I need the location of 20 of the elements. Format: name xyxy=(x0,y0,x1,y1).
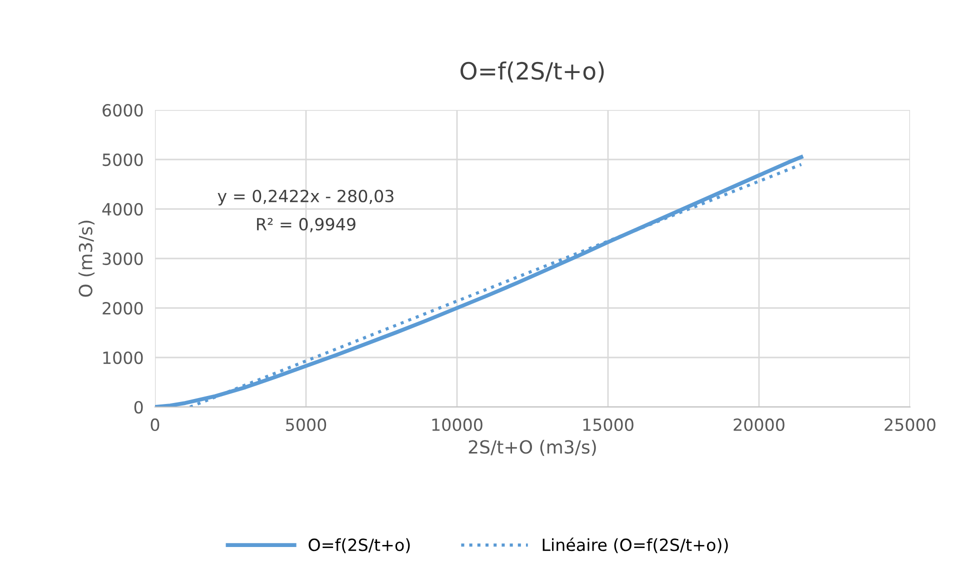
y-tick-label: 5000 xyxy=(102,153,143,166)
y-tick-label: 1000 xyxy=(103,351,143,364)
x-tick-label: 20000 xyxy=(734,418,784,432)
x-tick-label: 0 xyxy=(150,418,160,432)
legend-label: Linéaire (O=f(2S/t+o)) xyxy=(542,538,728,554)
y-tick-label: 3000 xyxy=(102,252,143,266)
x-tick-label: 15000 xyxy=(583,418,634,432)
y-tick-label: 6000 xyxy=(102,104,143,117)
y-tick-label: 0 xyxy=(134,400,143,414)
y-tick-label: 2000 xyxy=(102,302,143,315)
x-tick-label: 10000 xyxy=(432,418,482,432)
y-tick-label: 4000 xyxy=(102,202,143,216)
x-tick-label: 25000 xyxy=(884,418,936,432)
x-axis-title: 2S/t+O (m3/s) xyxy=(468,440,596,456)
annotation: y = 0,2422x - 280,03 xyxy=(218,190,394,206)
x-tick-label: 5000 xyxy=(286,418,326,432)
chart-title: O=f(2S/t+o) xyxy=(460,62,604,83)
legend-label: O=f(2S/t+o) xyxy=(308,538,410,554)
y-axis-title: O (m3/s) xyxy=(78,220,95,297)
annotation: R² = 0,9949 xyxy=(257,218,356,232)
